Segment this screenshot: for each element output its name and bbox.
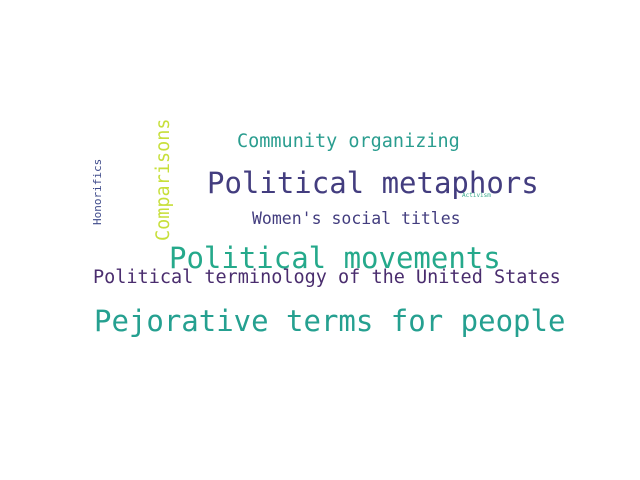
word-community-organizing: Community organizing (237, 131, 460, 152)
word-comparisons: Comparisons (153, 118, 174, 241)
word-political-metaphors: Political metaphors (207, 166, 539, 200)
word-political-terminology-us: Political terminology of the United Stat… (93, 267, 561, 288)
word-pejorative-terms: Pejorative terms for people (94, 304, 566, 338)
word-womens-social-titles: Women's social titles (252, 209, 461, 228)
word-honorifics: Honorifics (91, 158, 104, 225)
word-political-movements: Political movements (169, 241, 501, 275)
word-activism: Activism (462, 192, 491, 199)
